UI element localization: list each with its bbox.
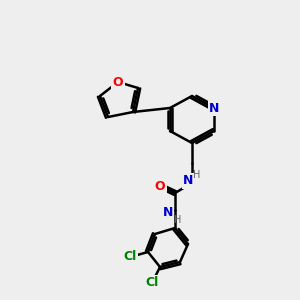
Text: O: O bbox=[113, 76, 123, 88]
Text: O: O bbox=[155, 179, 165, 193]
Text: N: N bbox=[183, 175, 193, 188]
Text: H: H bbox=[174, 215, 182, 225]
Text: N: N bbox=[163, 206, 173, 218]
Text: N: N bbox=[209, 101, 219, 115]
Text: Cl: Cl bbox=[123, 250, 136, 263]
Text: Cl: Cl bbox=[146, 277, 159, 290]
Text: H: H bbox=[193, 170, 201, 180]
